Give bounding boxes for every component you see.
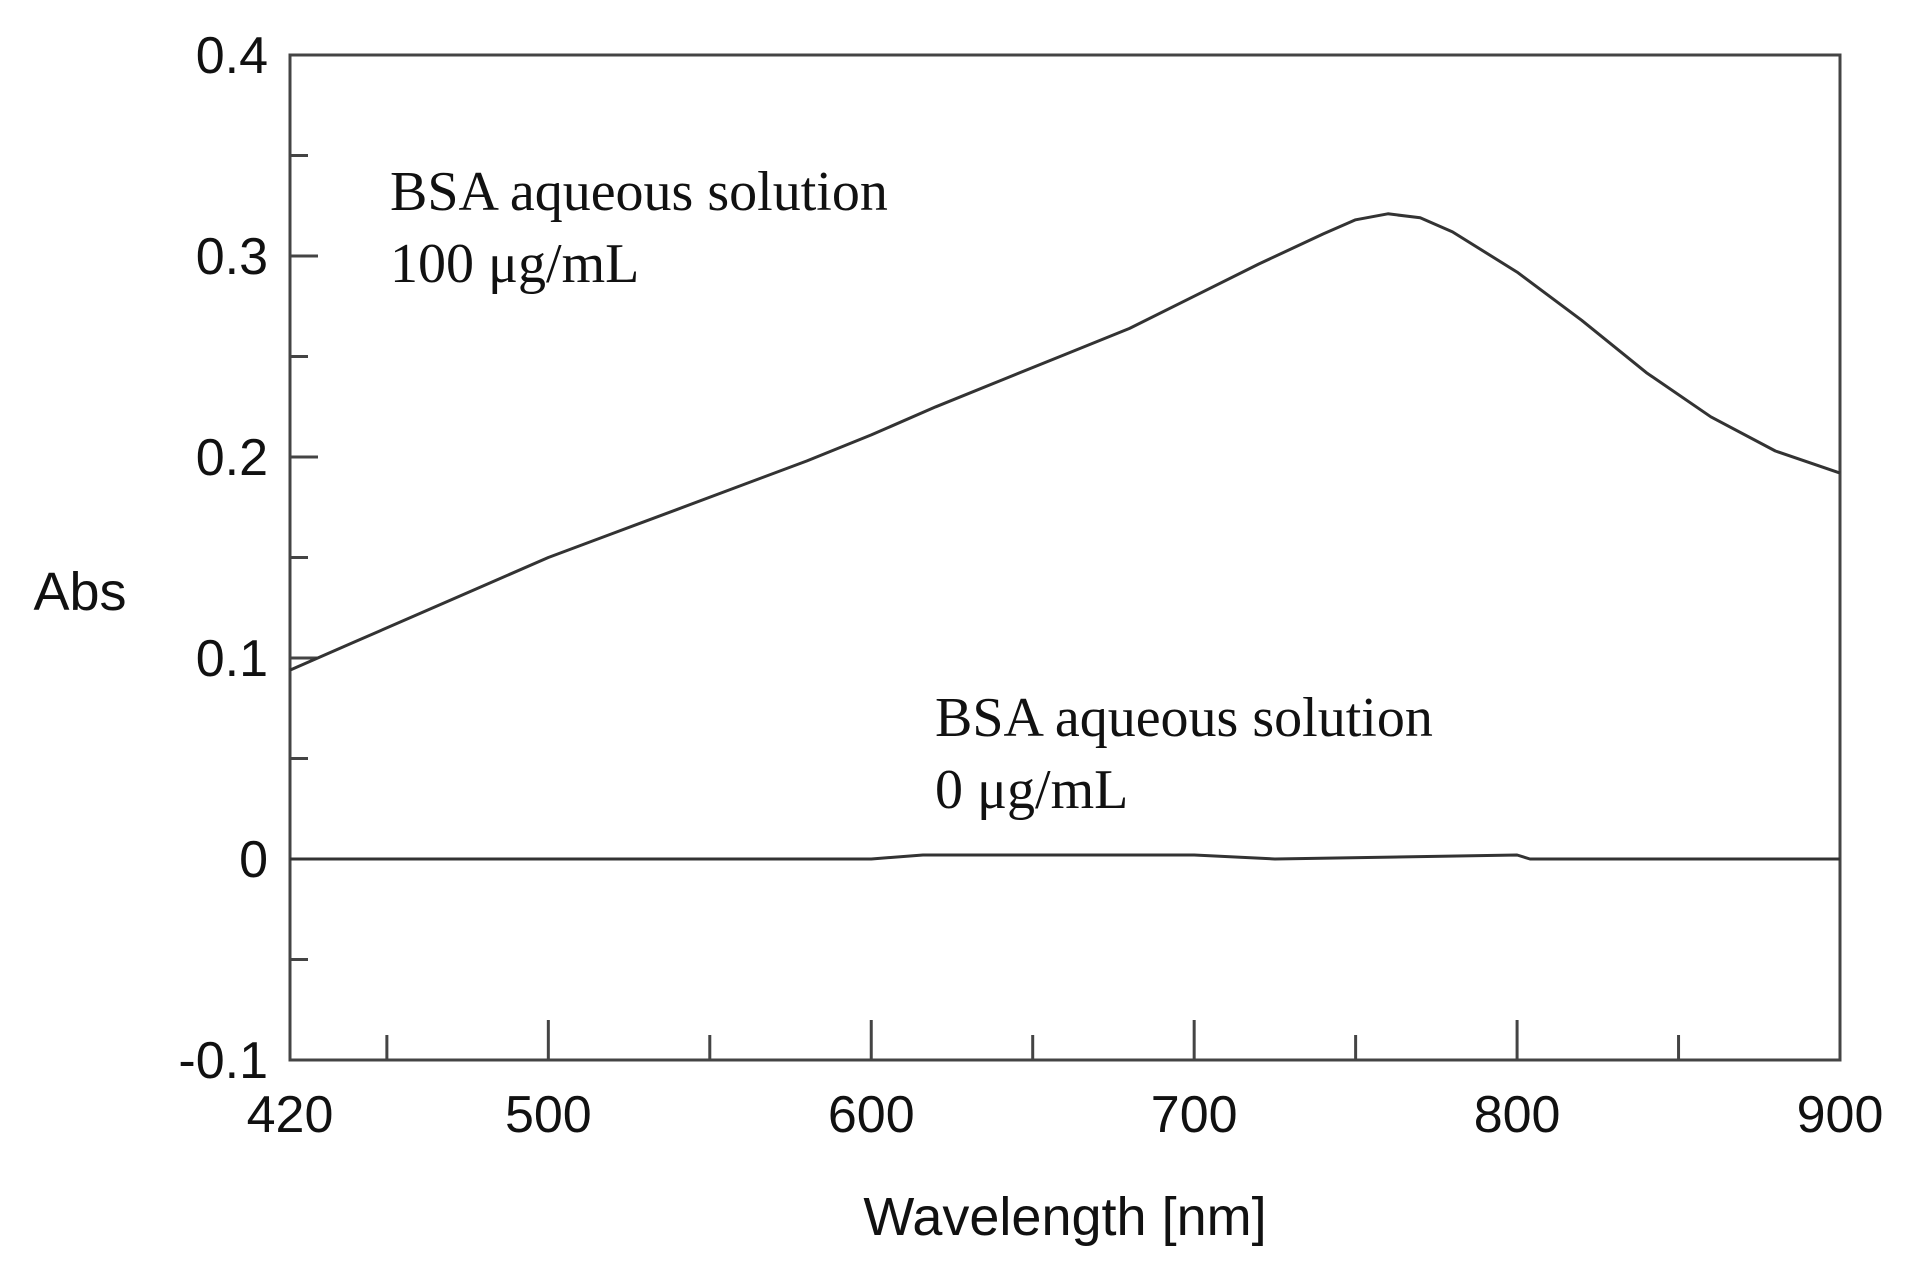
y-tick-label: 0: [239, 831, 268, 889]
annotation-0-line2: 0 μg/mL: [935, 759, 1128, 821]
y-tick-label: 0.4: [196, 27, 268, 85]
y-tick-label: 0.1: [196, 630, 268, 688]
y-axis-title: Abs: [33, 562, 126, 622]
annotation-100-line2: 100 μg/mL: [390, 233, 639, 295]
annotation-0: BSA aqueous solution 0 μg/mL: [935, 687, 1433, 821]
y-tick-label: 0.2: [196, 429, 268, 487]
x-tick-label: 600: [828, 1086, 915, 1144]
x-axis: 420 500 600 700 800 900: [247, 1020, 1884, 1144]
series-line-1: [290, 853, 1840, 861]
annotation-100-line1: BSA aqueous solution: [390, 161, 888, 223]
x-axis-title: Wavelength [nm]: [863, 1187, 1266, 1247]
y-tick-label: 0.3: [196, 228, 268, 286]
x-tick-label: 900: [1797, 1086, 1884, 1144]
annotation-100: BSA aqueous solution 100 μg/mL: [390, 161, 888, 295]
y-axis: -0.1 0 0.1 0.2 0.3 0.4: [178, 27, 318, 1090]
annotation-0-line1: BSA aqueous solution: [935, 687, 1433, 749]
x-tick-label: 420: [247, 1086, 334, 1144]
series-layer: [289, 212, 1841, 861]
y-tick-label: -0.1: [178, 1032, 268, 1090]
x-tick-label: 700: [1151, 1086, 1238, 1144]
x-tick-label: 500: [505, 1086, 592, 1144]
x-tick-label: 800: [1474, 1086, 1561, 1144]
series-line-0: [289, 212, 1841, 672]
